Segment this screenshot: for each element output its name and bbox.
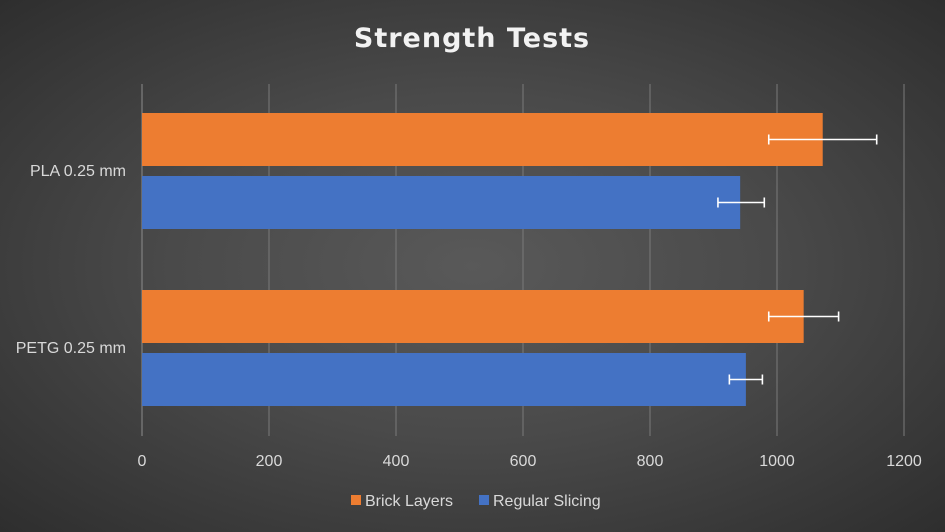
- legend-label: Regular Slicing: [493, 493, 601, 510]
- x-tick-label: 600: [510, 453, 537, 470]
- x-tick-label: 800: [637, 453, 664, 470]
- x-tick-label: 1000: [759, 453, 795, 470]
- legend-swatch: [351, 495, 361, 505]
- x-tick-label: 0: [138, 453, 147, 470]
- bar-brick-layers: [142, 290, 804, 343]
- category-label: PLA 0.25 mm: [30, 163, 126, 180]
- bar-regular-slicing: [142, 176, 741, 229]
- bar-brick-layers: [142, 113, 823, 166]
- legend-label: Brick Layers: [365, 493, 453, 510]
- bar-regular-slicing: [142, 353, 746, 406]
- legend-swatch: [479, 495, 489, 505]
- x-tick-label: 1200: [886, 453, 922, 470]
- x-tick-label: 400: [383, 453, 410, 470]
- chart-title: Strength Tests: [354, 23, 590, 54]
- category-label: PETG 0.25 mm: [16, 340, 126, 357]
- x-tick-label: 200: [256, 453, 283, 470]
